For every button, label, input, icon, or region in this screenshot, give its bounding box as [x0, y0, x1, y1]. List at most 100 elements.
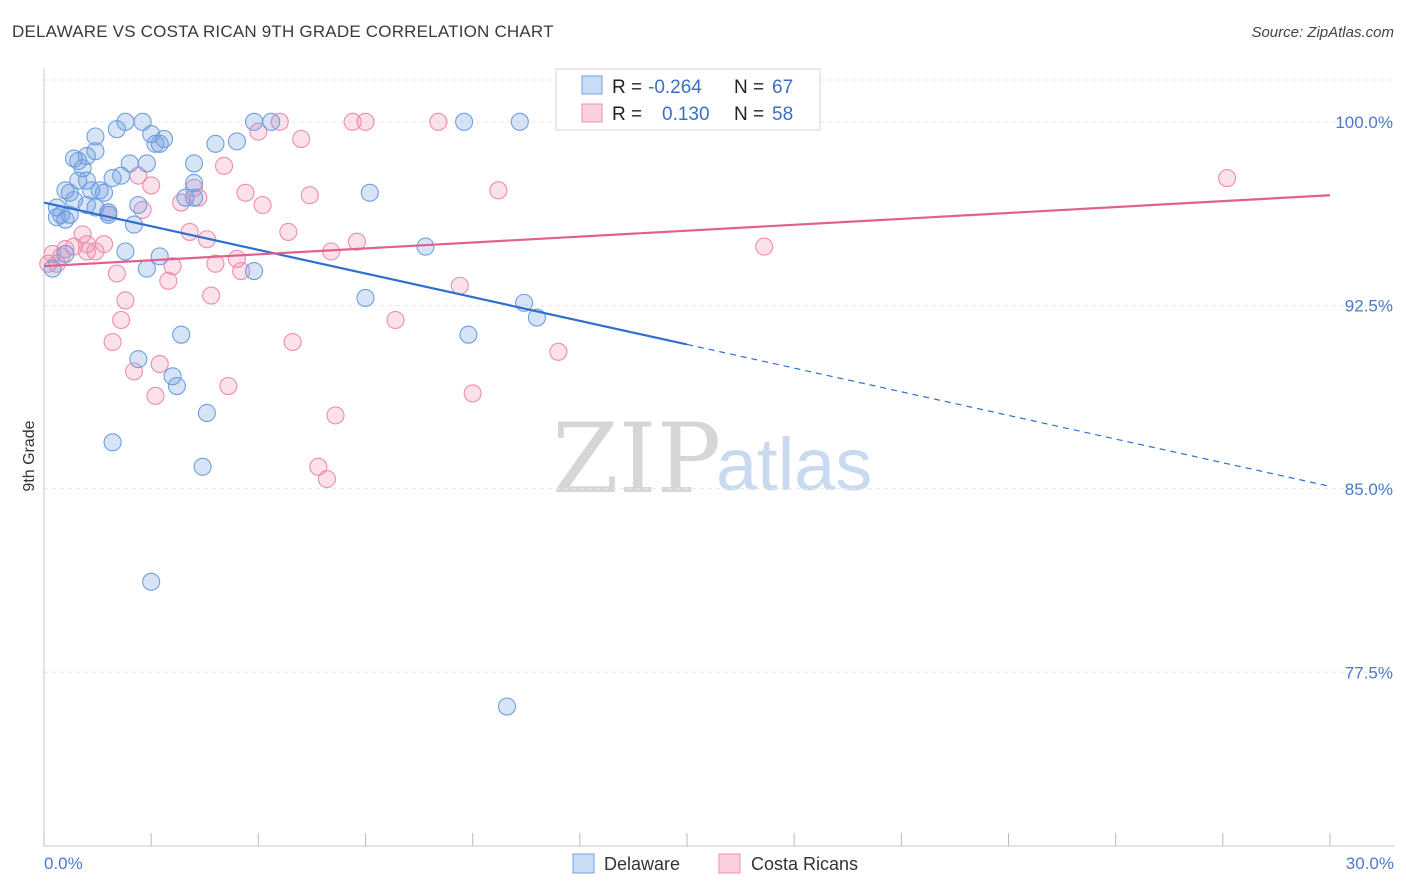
point-costa-ricans — [253, 195, 272, 215]
point-costa-ricans — [142, 176, 161, 195]
point-delaware — [146, 134, 165, 153]
point-costa-ricans — [202, 286, 221, 305]
legend-r-label-costa-ricans: R = — [612, 104, 642, 125]
y-tick-label: 77.5% — [1345, 663, 1393, 682]
y-tick-label: 100.0% — [1335, 113, 1393, 132]
point-costa-ricans — [236, 183, 255, 202]
point-delaware — [129, 195, 148, 215]
legend-swatch-costa-ricans — [581, 103, 603, 123]
point-delaware — [459, 325, 478, 344]
series-delaware — [43, 112, 547, 716]
watermark-atlas: atlas — [716, 423, 872, 506]
point-costa-ricans — [77, 235, 96, 254]
trend-line-costa-ricans — [43, 194, 1331, 268]
point-delaware — [360, 183, 379, 202]
x-tick-label-min: 0.0% — [44, 854, 83, 873]
point-delaware — [43, 259, 62, 278]
point-delaware — [77, 171, 96, 190]
point-costa-ricans — [189, 188, 208, 207]
point-costa-ricans — [429, 112, 448, 131]
point-delaware — [154, 129, 174, 148]
watermark-zip: ZIP — [552, 403, 721, 515]
point-costa-ricans — [1218, 169, 1237, 188]
point-costa-ricans — [163, 257, 182, 276]
series-legend-swatch-delaware — [572, 853, 595, 874]
point-costa-ricans — [146, 386, 165, 405]
point-delaware — [133, 112, 152, 131]
x-ticks — [43, 833, 1331, 846]
point-delaware — [172, 325, 191, 344]
point-costa-ricans — [463, 384, 482, 403]
legend-r-value-costa-ricans: 0.130 — [662, 104, 710, 125]
point-costa-ricans — [549, 342, 568, 361]
series-legend-label-delaware: Delaware — [604, 854, 680, 874]
point-delaware — [137, 154, 156, 173]
y-tick-labels: 100.0% 92.5% 85.0% 77.5% — [1335, 113, 1393, 682]
legend-n-label-costa-ricans: N = — [734, 104, 764, 125]
point-costa-ricans — [755, 237, 774, 256]
point-costa-ricans — [450, 276, 469, 295]
point-costa-ricans — [180, 222, 199, 241]
source-label: Source: ZipAtlas.com — [1251, 24, 1394, 41]
point-costa-ricans — [107, 264, 126, 283]
legend-n-value-costa-ricans: 58 — [772, 104, 793, 125]
point-costa-ricans — [94, 235, 114, 254]
point-delaware — [416, 237, 435, 256]
point-costa-ricans — [386, 310, 405, 330]
point-delaware — [455, 112, 474, 131]
point-delaware — [356, 288, 375, 308]
point-delaware — [227, 132, 246, 151]
point-delaware — [137, 259, 156, 278]
gridlines — [44, 79, 1394, 673]
point-delaware — [510, 112, 529, 131]
point-costa-ricans — [159, 271, 178, 290]
series-legend-swatch-costa-ricans — [718, 853, 741, 874]
point-delaware — [120, 154, 139, 173]
point-delaware — [116, 242, 135, 261]
point-delaware — [167, 377, 186, 396]
point-delaware — [86, 127, 105, 146]
point-costa-ricans — [309, 457, 328, 476]
legend-r-value-delaware: -0.264 — [648, 77, 702, 98]
point-costa-ricans — [292, 129, 311, 148]
point-delaware — [262, 112, 281, 131]
point-costa-ricans — [489, 181, 508, 200]
trend-lines — [43, 194, 1331, 487]
point-costa-ricans — [116, 291, 135, 310]
point-delaware — [197, 403, 216, 423]
series-legend: Delaware Costa Ricans — [572, 853, 858, 874]
legend-r-label-delaware: R = — [612, 77, 642, 98]
chart-title: DELAWARE VS COSTA RICAN 9TH GRADE CORREL… — [12, 22, 554, 41]
point-delaware — [103, 433, 122, 452]
point-costa-ricans — [279, 222, 298, 241]
x-tick-label-max: 30.0% — [1346, 854, 1394, 873]
stats-legend: R = -0.264 N = 67 R = 0.130 N = 58 — [555, 68, 821, 131]
y-tick-label: 85.0% — [1345, 480, 1393, 499]
axes — [43, 68, 1394, 847]
point-costa-ricans — [112, 310, 131, 330]
point-costa-ricans — [356, 112, 375, 131]
point-costa-ricans — [300, 186, 319, 205]
y-axis-label: 9th Grade — [21, 420, 38, 491]
point-costa-ricans — [232, 262, 251, 281]
legend-n-label-delaware: N = — [734, 77, 764, 98]
point-delaware — [94, 183, 114, 202]
point-delaware — [112, 166, 131, 185]
legend-n-value-delaware: 67 — [772, 77, 793, 98]
point-costa-ricans — [283, 332, 302, 352]
point-costa-ricans — [347, 232, 366, 251]
point-delaware — [150, 247, 169, 266]
point-costa-ricans — [150, 354, 169, 374]
point-delaware — [244, 262, 264, 281]
point-costa-ricans — [103, 332, 122, 352]
point-delaware — [206, 134, 225, 153]
point-delaware — [497, 697, 517, 716]
point-delaware — [86, 142, 105, 161]
trend-line-delaware — [43, 201, 688, 346]
point-delaware — [142, 572, 161, 591]
series-legend-label-costa-ricans: Costa Ricans — [751, 854, 858, 874]
point-costa-ricans — [73, 225, 92, 244]
point-costa-ricans — [214, 156, 234, 175]
point-delaware — [184, 173, 204, 193]
